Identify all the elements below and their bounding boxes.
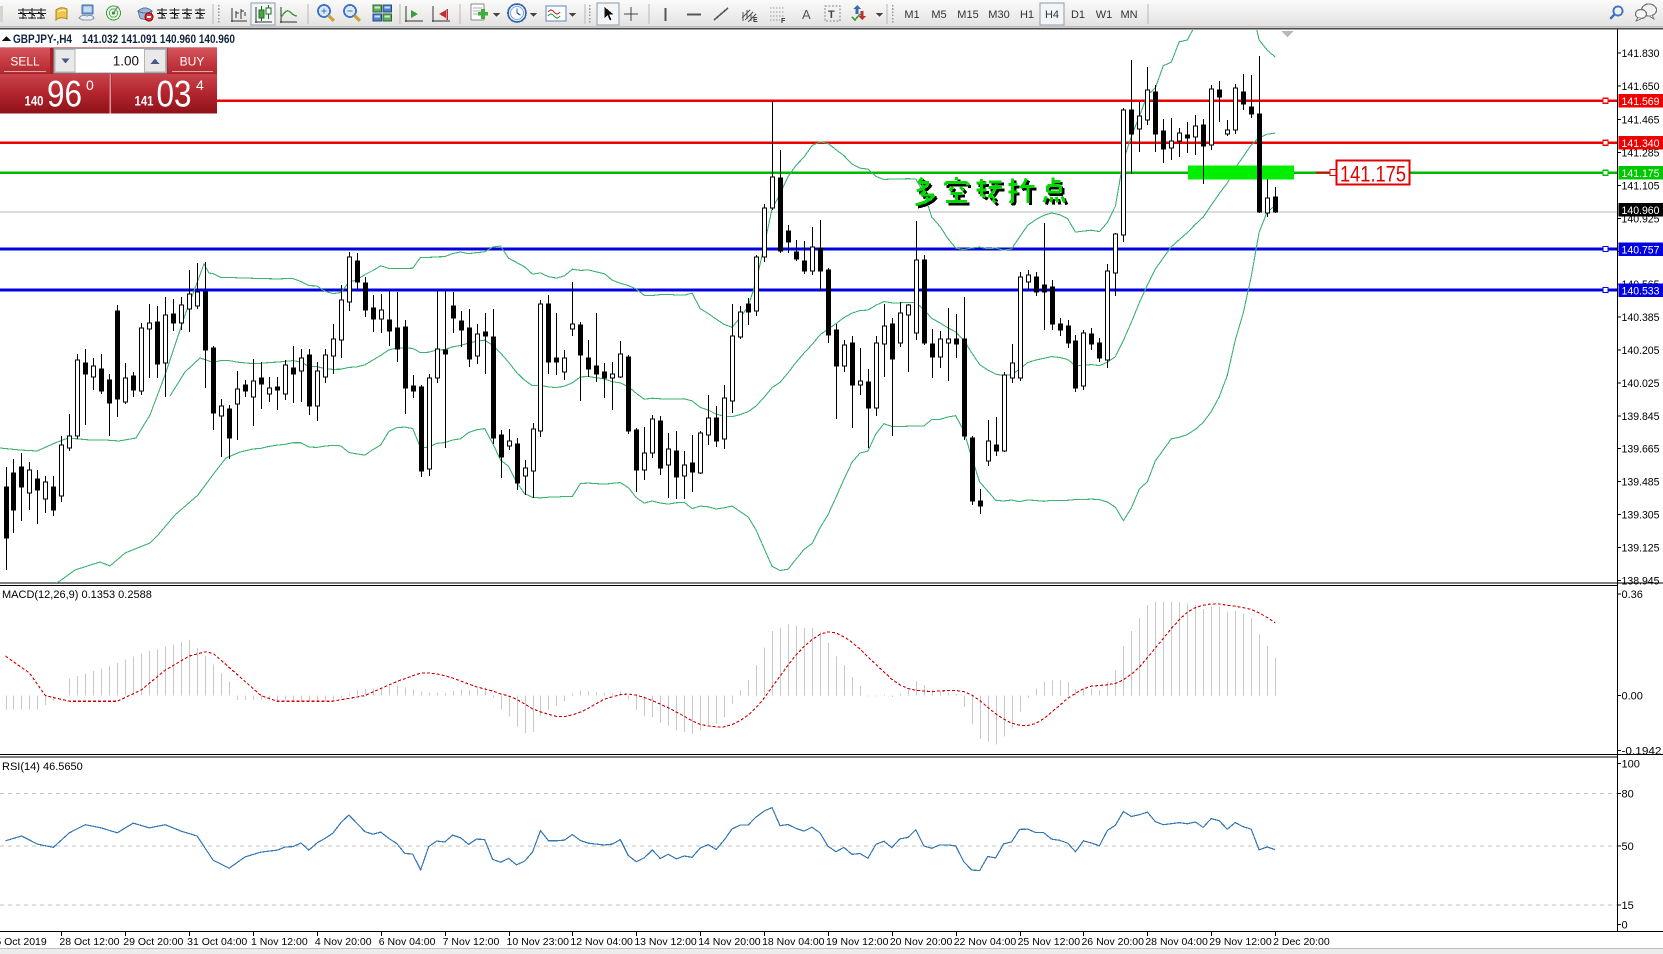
svg-text:140.960: 140.960 xyxy=(1622,205,1660,217)
svg-text:22 Nov 04:00: 22 Nov 04:00 xyxy=(954,936,1017,948)
svg-text:RSI(14) 46.5650: RSI(14) 46.5650 xyxy=(2,761,83,773)
svg-text:100: 100 xyxy=(1622,759,1640,771)
svg-text:141.650: 141.650 xyxy=(1622,81,1660,93)
svg-text:E: E xyxy=(753,17,758,24)
svg-text:D1: D1 xyxy=(1071,9,1085,21)
svg-text:-0.1942: -0.1942 xyxy=(1622,745,1662,757)
svg-text:141.105: 141.105 xyxy=(1622,181,1660,193)
svg-text:141.175: 141.175 xyxy=(1340,162,1406,187)
svg-text:14 Nov 20:00: 14 Nov 20:00 xyxy=(698,936,761,948)
svg-text:M5: M5 xyxy=(931,9,946,21)
svg-text:28 Oct 12:00: 28 Oct 12:00 xyxy=(59,936,119,948)
svg-text:0: 0 xyxy=(1622,920,1628,932)
svg-text:139.125: 139.125 xyxy=(1622,542,1660,554)
svg-text:MN: MN xyxy=(1120,9,1137,21)
svg-text:6 Nov 04:00: 6 Nov 04:00 xyxy=(379,936,436,948)
svg-text:20 Nov 20:00: 20 Nov 20:00 xyxy=(890,936,953,948)
svg-text:26 Nov 20:00: 26 Nov 20:00 xyxy=(1081,936,1144,948)
svg-text:96: 96 xyxy=(47,74,82,115)
svg-text:29 Oct 20:00: 29 Oct 20:00 xyxy=(123,936,183,948)
svg-text:25 Oct 2019: 25 Oct 2019 xyxy=(0,936,47,948)
svg-text:28 Nov 04:00: 28 Nov 04:00 xyxy=(1145,936,1208,948)
svg-text:141.465: 141.465 xyxy=(1622,115,1660,127)
svg-text:140.385: 140.385 xyxy=(1622,312,1660,324)
svg-text:138.945: 138.945 xyxy=(1622,575,1660,587)
svg-text:1.00: 1.00 xyxy=(113,54,139,69)
svg-text:141: 141 xyxy=(135,93,154,109)
svg-text:M1: M1 xyxy=(904,9,919,21)
svg-text:0.00: 0.00 xyxy=(1622,691,1643,703)
svg-text:141.285: 141.285 xyxy=(1622,148,1660,160)
svg-text:4 Nov 20:00: 4 Nov 20:00 xyxy=(315,936,372,948)
svg-text:0: 0 xyxy=(86,77,94,93)
svg-text:W1: W1 xyxy=(1096,9,1113,21)
svg-text:1 Nov 12:00: 1 Nov 12:00 xyxy=(251,936,308,948)
svg-text:50: 50 xyxy=(1622,841,1634,853)
svg-text:139.305: 139.305 xyxy=(1622,510,1660,522)
svg-text:BUY: BUY xyxy=(180,55,205,69)
svg-text:H4: H4 xyxy=(1045,9,1059,21)
svg-text:141.569: 141.569 xyxy=(1622,96,1660,108)
svg-text:18 Nov 04:00: 18 Nov 04:00 xyxy=(762,936,825,948)
svg-text:T: T xyxy=(828,9,835,21)
svg-text:SELL: SELL xyxy=(10,55,40,69)
svg-text:140.757: 140.757 xyxy=(1622,244,1660,256)
svg-text:MACD(12,26,9) 0.1353 0.2588: MACD(12,26,9) 0.1353 0.2588 xyxy=(2,589,152,601)
svg-text:140.533: 140.533 xyxy=(1622,285,1660,297)
svg-text:141.175: 141.175 xyxy=(1622,168,1660,180)
svg-text:GBPJPY-,H4: GBPJPY-,H4 xyxy=(13,34,73,46)
svg-text:A: A xyxy=(802,7,811,22)
svg-text:12 Nov 04:00: 12 Nov 04:00 xyxy=(570,936,633,948)
svg-text:31 Oct 04:00: 31 Oct 04:00 xyxy=(187,936,247,948)
svg-text:13 Nov 12:00: 13 Nov 12:00 xyxy=(634,936,697,948)
svg-text:M30: M30 xyxy=(988,9,1009,21)
svg-text:M15: M15 xyxy=(957,9,978,21)
svg-text:19 Nov 12:00: 19 Nov 12:00 xyxy=(826,936,889,948)
svg-text:29 Nov 12:00: 29 Nov 12:00 xyxy=(1209,936,1272,948)
svg-text:139.845: 139.845 xyxy=(1622,411,1660,423)
svg-text:7 Nov 12:00: 7 Nov 12:00 xyxy=(443,936,500,948)
svg-text:140.205: 140.205 xyxy=(1622,345,1660,357)
svg-text:0.36: 0.36 xyxy=(1622,589,1643,601)
svg-text:25 Nov 12:00: 25 Nov 12:00 xyxy=(1018,936,1081,948)
svg-text:H1: H1 xyxy=(1020,9,1034,21)
svg-text:10 Nov 23:00: 10 Nov 23:00 xyxy=(507,936,570,948)
svg-text:03: 03 xyxy=(157,74,192,115)
svg-text:4: 4 xyxy=(196,77,204,93)
svg-text:141.830: 141.830 xyxy=(1622,48,1660,60)
svg-text:141.340: 141.340 xyxy=(1622,138,1660,150)
svg-text:140.025: 140.025 xyxy=(1622,378,1660,390)
svg-text:139.665: 139.665 xyxy=(1622,444,1660,456)
svg-text:2 Dec 20:00: 2 Dec 20:00 xyxy=(1273,936,1330,948)
svg-text:141.032 141.091 140.960 140.96: 141.032 141.091 140.960 140.960 xyxy=(82,34,235,46)
svg-text:139.485: 139.485 xyxy=(1622,477,1660,489)
svg-text:F: F xyxy=(781,18,786,25)
svg-text:80: 80 xyxy=(1622,789,1634,801)
svg-text:15: 15 xyxy=(1622,900,1634,912)
svg-text:140: 140 xyxy=(25,93,44,109)
